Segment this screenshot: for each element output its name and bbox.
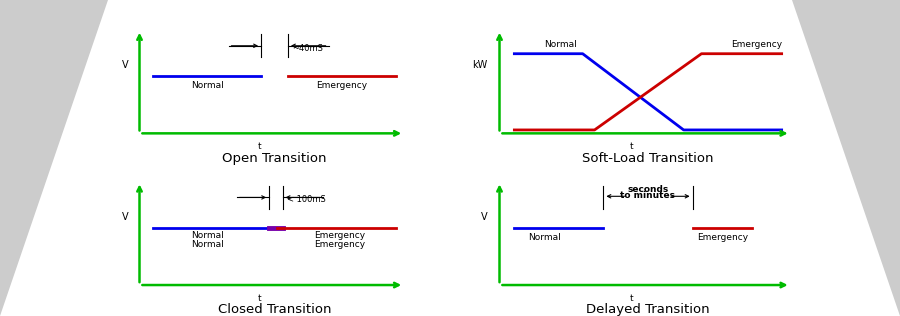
Text: Emergency: Emergency: [314, 231, 364, 240]
Text: Emergency: Emergency: [697, 233, 748, 241]
Text: < 100mS: < 100mS: [286, 195, 326, 204]
Text: V: V: [122, 60, 129, 70]
Text: Normal: Normal: [544, 40, 577, 49]
Text: to minutes: to minutes: [620, 191, 676, 200]
Text: Delayed Transition: Delayed Transition: [586, 303, 710, 316]
Text: V: V: [481, 212, 488, 222]
Text: Normal: Normal: [527, 233, 561, 241]
Text: Soft-Load Transition: Soft-Load Transition: [582, 152, 714, 165]
Text: t: t: [629, 143, 634, 151]
Text: Emergency: Emergency: [317, 81, 367, 90]
Text: V: V: [122, 212, 129, 222]
Text: Closed Transition: Closed Transition: [218, 303, 331, 316]
Text: seconds: seconds: [627, 185, 669, 194]
Text: t: t: [629, 294, 634, 303]
Text: Emergency: Emergency: [314, 240, 364, 250]
Text: t: t: [257, 143, 261, 151]
Text: t: t: [257, 294, 261, 303]
Text: Emergency: Emergency: [731, 40, 782, 49]
Text: kW: kW: [472, 60, 488, 70]
Text: Open Transition: Open Transition: [222, 152, 327, 165]
Text: Normal: Normal: [191, 231, 223, 240]
Text: ~40mS: ~40mS: [292, 44, 323, 52]
Text: Normal: Normal: [191, 81, 223, 90]
Text: Normal: Normal: [191, 240, 223, 250]
